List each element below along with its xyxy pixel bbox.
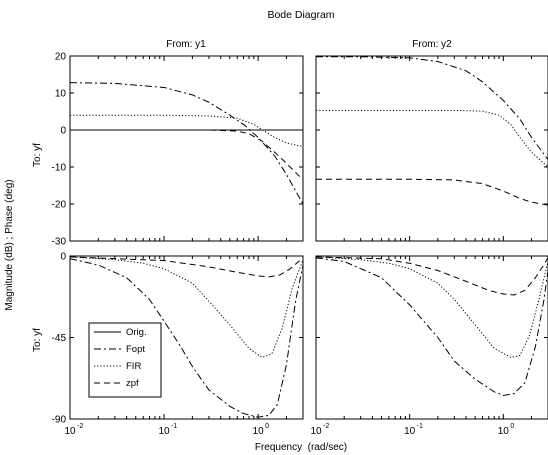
x-tick-exponent: -1 — [171, 423, 177, 430]
x-tick-label: 10 — [310, 426, 322, 437]
x-tick-exponent: -2 — [77, 423, 83, 430]
series-fir — [70, 114, 303, 148]
y-tick-label: -45 — [52, 333, 67, 344]
x-tick-exponent: -2 — [323, 423, 329, 430]
y-tick-label: 10 — [55, 89, 67, 100]
x-axis-label: Frequency (rad/sec) — [255, 442, 347, 453]
y-tick-label: -90 — [52, 415, 67, 426]
legend-box — [88, 322, 162, 398]
x-tick-label: 10 — [498, 426, 510, 437]
legend-label: zpf — [126, 378, 139, 389]
series-fir — [70, 256, 303, 358]
x-tick-label: 10 — [404, 426, 416, 437]
x-tick-exponent: 0 — [265, 423, 269, 430]
series-zpf — [316, 178, 548, 206]
y-tick-label: 0 — [60, 126, 66, 137]
series-fir — [316, 256, 548, 358]
y-tick-label: 0 — [60, 252, 66, 263]
series-fopt — [316, 56, 548, 160]
y-tick-label: -10 — [52, 163, 67, 174]
column-title-y1: From: y1 — [166, 39, 206, 50]
panel-phase-y2: 10 -2 10 -1 10 0 — [310, 255, 548, 437]
y-axis-label: Magnitude (dB) ; Phase (deg) — [4, 179, 15, 310]
column-title-y2: From: y2 — [412, 39, 452, 50]
row-label-top: To: yf — [32, 143, 43, 167]
chart-title: Bode Diagram — [267, 9, 334, 21]
series-zpf — [70, 129, 303, 181]
x-tick-label: 10 — [64, 426, 76, 437]
series-fir — [316, 109, 548, 168]
panel-magnitude-y1: 20 10 0 -10 -20 -30 — [52, 52, 304, 248]
y-tick-label: -30 — [52, 237, 67, 248]
x-tick-exponent: 0 — [510, 423, 514, 430]
row-label-bottom: To: yf — [32, 328, 43, 352]
axes-box — [69, 55, 304, 242]
series-zpf — [316, 256, 548, 296]
y-tick-label: 20 — [55, 52, 67, 63]
x-tick-label: 10 — [158, 426, 170, 437]
legend-label: Fopt — [126, 344, 145, 355]
panel-magnitude-y2 — [315, 55, 548, 242]
legend: Orig. Fopt FIR zpf — [88, 322, 162, 398]
series-fopt — [70, 258, 303, 418]
axes-box — [315, 255, 548, 420]
axes-box — [315, 55, 548, 242]
x-tick-label: 10 — [253, 426, 265, 437]
series-fopt — [70, 82, 303, 205]
series-fopt — [316, 257, 548, 396]
x-tick-exponent: -1 — [417, 423, 423, 430]
legend-label: FIR — [126, 361, 141, 372]
series-zpf — [70, 256, 303, 278]
legend-label: Orig. — [126, 327, 147, 338]
y-tick-label: -20 — [52, 200, 67, 211]
